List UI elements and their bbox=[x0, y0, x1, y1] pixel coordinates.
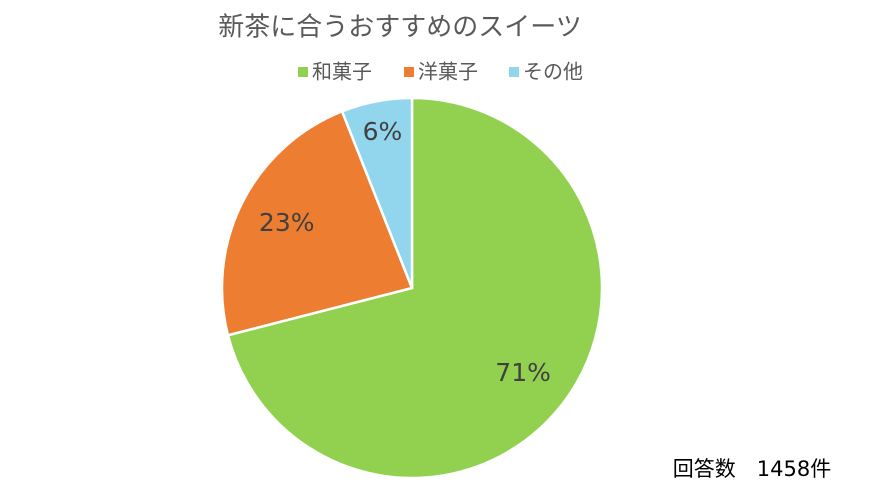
legend-label: 洋菓子 bbox=[418, 60, 478, 84]
legend-swatch bbox=[404, 67, 414, 77]
legend-label: 和菓子 bbox=[312, 60, 372, 84]
chart-title: 新茶に合うおすすめのスイーツ bbox=[218, 13, 581, 43]
legend-swatch bbox=[509, 67, 519, 77]
data-label: 71% bbox=[495, 358, 551, 387]
pie-slice bbox=[226, 96, 604, 480]
pie-slice bbox=[340, 96, 414, 289]
pie-slice bbox=[220, 109, 414, 337]
data-label: 6% bbox=[363, 117, 403, 146]
data-label: 23% bbox=[259, 208, 315, 237]
annotation: 回答数 1458件 bbox=[673, 457, 831, 481]
legend-swatch bbox=[298, 67, 308, 77]
legend-label: その他 bbox=[523, 60, 583, 84]
